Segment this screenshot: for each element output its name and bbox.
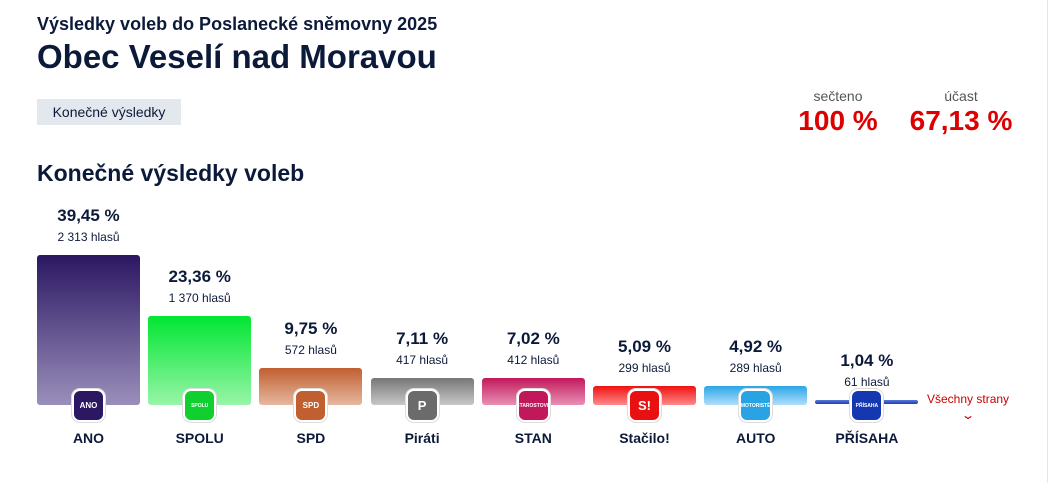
- party-percent: 1,04 %: [840, 351, 894, 370]
- party-percent: 23,36 %: [168, 267, 231, 287]
- party-percent: 5,09 %: [618, 336, 671, 356]
- party-column[interactable]: 39,45 % 2 313 hlasů ANO ANO: [37, 0, 140, 483]
- party-percent: 7,02 %: [506, 329, 560, 349]
- turnout-stat: účast 67,13 %: [907, 88, 1015, 137]
- party-column[interactable]: 23,36 % 1 370 hlasů SPOLU SPOLU: [148, 0, 252, 483]
- party-logo-text: ANO: [79, 401, 98, 410]
- party-logo-text: PŘÍSAHA: [855, 402, 879, 409]
- party-logo-icon: ANO: [72, 389, 105, 422]
- party-values: 9,75 % 572 hlasů: [259, 319, 362, 357]
- party-percent: 9,75 %: [284, 318, 338, 338]
- party-votes: 412 hlasů: [507, 353, 560, 368]
- party-logo-icon: S!: [628, 389, 661, 422]
- party-logo-text: SPD: [302, 401, 320, 410]
- party-votes: 572 hlasů: [284, 342, 337, 357]
- party-values: 23,36 % 1 370 hlasů: [148, 267, 251, 305]
- party-name: SPOLU: [175, 430, 224, 446]
- final-results-tab[interactable]: Konečné výsledky: [37, 99, 181, 125]
- turnout-value: 67,13 %: [909, 105, 1013, 136]
- page-subtitle: Výsledky voleb do Poslanecké sněmovny 20…: [37, 14, 438, 34]
- party-column[interactable]: 1,04 % 61 hlasů PŘÍSAHA PŘÍSAHA: [815, 0, 919, 483]
- party-votes: 2 313 hlasů: [57, 230, 120, 245]
- party-logo-text: STAROSTOVÉ: [516, 402, 551, 409]
- party-logo-text: S!: [638, 398, 651, 413]
- section-title: Konečné výsledky voleb: [37, 160, 305, 186]
- page-border: [1047, 0, 1048, 483]
- party-name: PŘÍSAHA: [835, 430, 899, 446]
- party-logo-text: MOTORISTÉ: [740, 402, 771, 409]
- counted-label: sečteno: [813, 88, 863, 104]
- party-values: 5,09 % 299 hlasů: [593, 337, 696, 375]
- party-values: 7,02 % 412 hlasů: [482, 329, 585, 367]
- party-bar: [37, 255, 140, 405]
- party-values: 39,45 % 2 313 hlasů: [37, 206, 140, 244]
- party-votes: 299 hlasů: [618, 360, 671, 375]
- party-logo-icon: STAROSTOVÉ: [516, 389, 551, 422]
- party-name: Stačilo!: [619, 430, 670, 446]
- counted-value: 100 %: [798, 105, 878, 136]
- party-logo-icon: MOTORISTÉ: [739, 389, 773, 422]
- party-name: STAN: [514, 430, 552, 446]
- all-parties-label: Všechny strany: [927, 392, 1010, 406]
- party-percent: 39,45 %: [57, 206, 120, 226]
- party-name: Piráti: [404, 430, 440, 446]
- party-percent: 4,92 %: [729, 337, 783, 357]
- party-logo-text: P: [417, 398, 427, 413]
- party-votes: 417 hlasů: [396, 352, 449, 367]
- turnout-label: účast: [944, 88, 978, 104]
- page-title: Obec Veselí nad Moravou: [37, 38, 437, 75]
- party-logo-icon: SPD: [294, 389, 328, 422]
- party-votes: 1 370 hlasů: [168, 291, 231, 306]
- party-logo-text: SPOLU: [191, 402, 209, 409]
- party-column[interactable]: 4,92 % 289 hlasů MOTORISTÉ AUTO: [704, 0, 808, 483]
- party-logo-icon: PŘÍSAHA: [850, 389, 884, 422]
- party-logo-icon: SPOLU: [183, 389, 217, 422]
- counted-stat: sečteno 100 %: [797, 88, 879, 137]
- party-logo-icon: P: [405, 389, 439, 422]
- party-name: SPD: [296, 430, 326, 446]
- party-values: 4,92 % 289 hlasů: [704, 337, 807, 375]
- party-column[interactable]: 9,75 % 572 hlasů SPD SPD: [259, 0, 363, 483]
- party-percent: 7,11 %: [396, 328, 449, 348]
- chevron-down-icon: ⌄: [960, 408, 976, 422]
- party-column[interactable]: 7,02 % 412 hlasů STAROSTOVÉ STAN: [481, 0, 585, 483]
- party-name: AUTO: [735, 430, 776, 446]
- party-votes: 289 hlasů: [729, 361, 782, 376]
- party-name: ANO: [72, 430, 105, 446]
- party-votes: 61 hlasů: [844, 375, 890, 389]
- party-column[interactable]: 5,09 % 299 hlasů S! Stačilo!: [593, 0, 696, 483]
- party-column[interactable]: 7,11 % 417 hlasů P Piráti: [370, 0, 474, 483]
- all-parties-link[interactable]: Všechny strany ⌄: [927, 392, 1009, 422]
- party-values: 1,04 % 61 hlasů: [815, 351, 918, 389]
- party-values: 7,11 % 417 hlasů: [371, 329, 474, 367]
